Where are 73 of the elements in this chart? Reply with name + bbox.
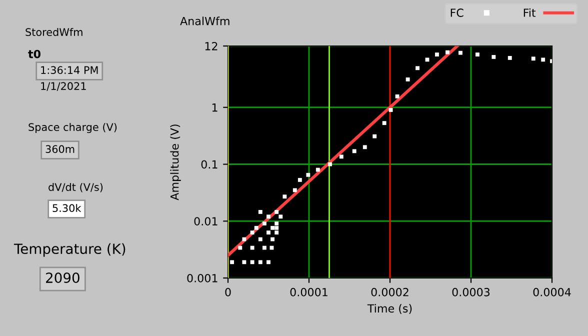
point — [362, 145, 367, 150]
point — [435, 52, 439, 56]
point — [262, 246, 266, 250]
point — [274, 221, 279, 226]
legend-label: FC — [450, 8, 464, 17]
x-axis-title: Time (s) — [367, 304, 412, 314]
point — [458, 50, 462, 55]
point — [372, 134, 377, 138]
y-axis-title: Amplitude (V) — [170, 124, 181, 200]
point — [242, 237, 246, 242]
point — [446, 50, 450, 54]
legend-label: Fit — [524, 8, 536, 17]
point — [531, 56, 536, 61]
x-tick-label: 0 — [225, 288, 231, 296]
point — [254, 226, 258, 230]
point — [242, 260, 246, 264]
point — [274, 210, 279, 214]
point — [352, 149, 356, 154]
text: 1/1/2021 — [41, 82, 86, 91]
point — [298, 178, 302, 182]
text: 1:36:14 PM — [41, 66, 98, 74]
point — [416, 66, 420, 70]
point — [250, 230, 254, 234]
point — [270, 226, 275, 230]
point — [258, 260, 262, 264]
x-tick-label: 0.0001 — [290, 288, 328, 296]
point — [395, 94, 400, 98]
point — [250, 246, 254, 250]
point — [262, 221, 266, 226]
point — [282, 194, 287, 199]
point — [406, 77, 410, 82]
chart-title: AnalWfm — [180, 16, 230, 26]
text: t0 — [28, 50, 41, 58]
point — [476, 52, 480, 56]
point — [230, 260, 234, 264]
x-tick-label: 0.0003 — [452, 288, 490, 296]
text: 2090 — [46, 272, 80, 284]
point — [250, 260, 254, 264]
point — [266, 230, 270, 234]
text: Temperature (K) — [14, 243, 126, 257]
text: StoredWfm — [26, 28, 82, 36]
point — [306, 172, 310, 177]
point — [316, 168, 320, 172]
x-tick-label: 0.0002 — [371, 288, 408, 296]
point — [425, 58, 430, 62]
text: 5.30k — [52, 204, 82, 212]
text: dV/dt (V/s) — [48, 182, 103, 192]
x-tick-label: 0.0004 — [533, 288, 571, 296]
point — [274, 226, 279, 230]
y-tick-label: 0.01 — [194, 217, 218, 226]
line-series — [228, 46, 459, 257]
point — [270, 237, 275, 242]
point — [266, 214, 270, 219]
point — [258, 210, 262, 214]
text: 360m — [46, 145, 74, 154]
point — [238, 246, 242, 250]
point — [508, 56, 512, 60]
point — [541, 58, 546, 62]
point — [388, 108, 393, 112]
point — [292, 188, 297, 192]
y-tick-label: 12 — [205, 42, 218, 50]
point — [278, 214, 283, 219]
y-tick-label: 0.1 — [201, 160, 218, 169]
point — [266, 260, 270, 264]
point — [328, 162, 332, 166]
y-tick-label: 1 — [212, 104, 218, 112]
point — [274, 230, 279, 234]
y-tick-label: 0.001 — [187, 274, 218, 282]
point — [492, 54, 496, 59]
text: Space charge (V) — [28, 122, 117, 134]
point — [339, 154, 344, 159]
point — [258, 237, 262, 242]
point — [382, 121, 386, 126]
